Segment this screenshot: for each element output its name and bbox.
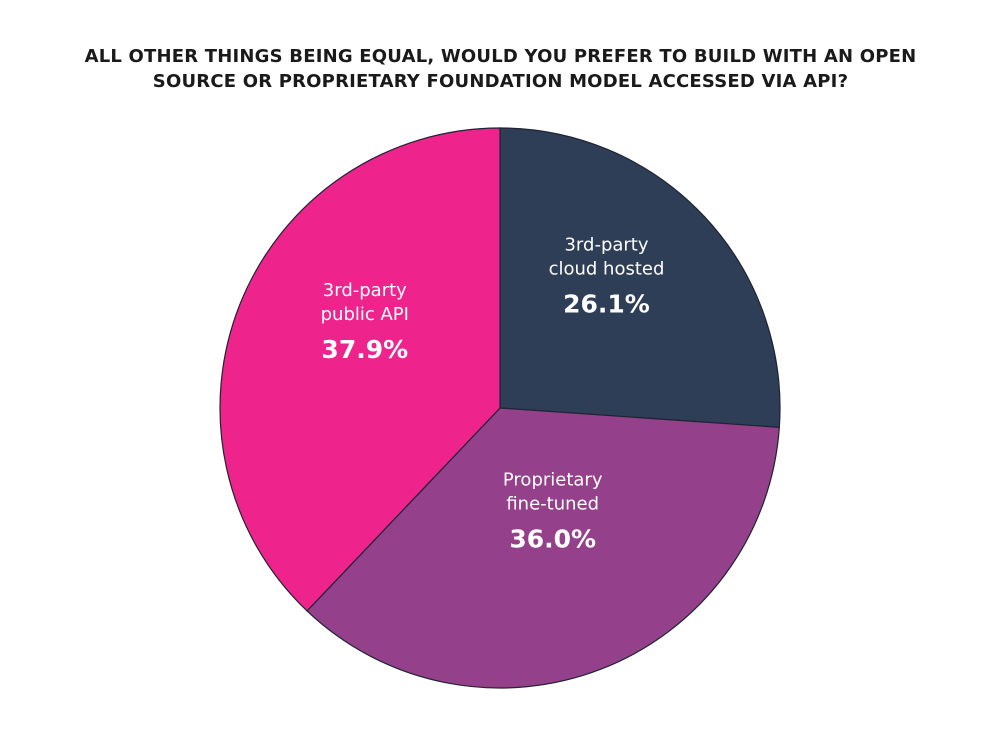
slice-value-cloud-hosted: 26.1%: [563, 290, 650, 319]
slice-label-group-proprietary-fine-tuned: Proprietary fine-tuned 36.0%: [503, 470, 603, 554]
pie-slice-proprietary-fine-tuned: [306, 407, 780, 689]
chart-title-line-2: SOURCE OR PROPRIETARY FOUNDATION MODEL A…: [152, 71, 849, 92]
pie-slice-public-api: [219, 127, 501, 612]
slice-label-proprietary-fine-tuned-line-2: fine-tuned: [506, 494, 599, 515]
chart-title-line-1: ALL OTHER THINGS BEING EQUAL, WOULD YOU …: [84, 46, 917, 67]
chart-title: ALL OTHER THINGS BEING EQUAL, WOULD YOU …: [0, 44, 1001, 94]
slice-label-cloud-hosted-line-1: 3rd-party: [564, 235, 648, 256]
slice-label-group-public-api: 3rd-party public API 37.9%: [321, 280, 409, 364]
slice-label-public-api-line-1: 3rd-party: [323, 280, 407, 301]
slice-label-group-cloud-hosted: 3rd-party cloud hosted 26.1%: [549, 235, 665, 319]
pie-slice-cloud-hosted: [499, 127, 781, 428]
slice-label-proprietary-fine-tuned-line-1: Proprietary: [503, 470, 603, 491]
slice-value-proprietary-fine-tuned: 36.0%: [509, 525, 596, 554]
slice-label-cloud-hosted-line-2: cloud hosted: [549, 259, 665, 280]
slice-value-public-api: 37.9%: [321, 335, 408, 364]
slice-label-public-api-line-2: public API: [321, 304, 409, 325]
